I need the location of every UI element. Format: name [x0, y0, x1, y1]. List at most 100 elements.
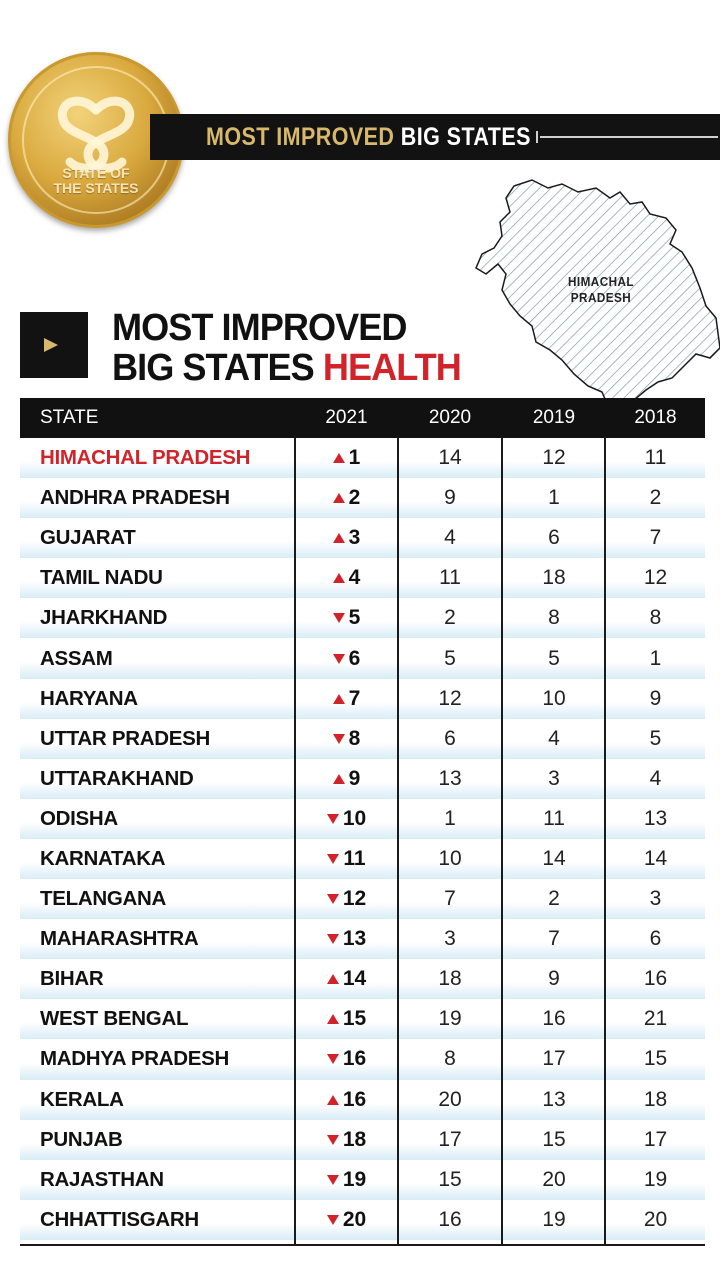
table-row: PUNJAB 18 17 15 17 [20, 1119, 705, 1160]
table-row: JHARKHAND 5 2 8 8 [20, 598, 705, 639]
state-name: ANDHRA PRADESH [40, 486, 230, 510]
rank-2020: 16 [438, 1207, 462, 1231]
rank-2020: 11 [439, 566, 461, 590]
rank-2018: 4 [649, 766, 662, 790]
rank-2019: 7 [548, 927, 560, 951]
rank-2021-cell: 5 [295, 598, 398, 638]
table-row: UTTAR PRADESH 8 6 4 5 [20, 718, 705, 759]
rank-2020: 12 [438, 686, 462, 710]
rank-2019: 17 [542, 1047, 566, 1071]
rank-2018: 11 [644, 446, 667, 470]
arrow-up-icon [326, 974, 339, 985]
column-divider [604, 436, 606, 1244]
rank-2021-cell: 9 [295, 759, 398, 799]
rank-2021: 8 [348, 726, 361, 750]
rank-2021: 5 [348, 606, 361, 630]
rank-2020: 10 [438, 846, 462, 870]
table-row: GUJARAT 3 4 6 7 [20, 518, 705, 559]
logo-text-line1: STATE OF [62, 165, 130, 181]
state-name: RAJASTHAN [40, 1167, 164, 1191]
rank-2020: 8 [444, 1047, 456, 1071]
rank-2021: 18 [342, 1127, 367, 1151]
rank-2018: 9 [649, 686, 662, 710]
rank-2019: 4 [548, 726, 560, 750]
state-name: PUNJAB [40, 1127, 123, 1151]
rank-2021: 7 [348, 686, 361, 710]
rank-2021-cell: 6 [295, 638, 398, 678]
rank-2021-cell: 3 [295, 518, 398, 558]
rank-2021: 11 [343, 846, 366, 870]
rank-2019: 2 [548, 887, 560, 911]
rank-2021: 13 [342, 927, 367, 951]
rank-2021: 9 [348, 766, 361, 790]
arrow-up-icon [332, 533, 345, 544]
rank-2018: 18 [643, 1087, 668, 1111]
rank-2018: 8 [649, 606, 662, 630]
rank-2018: 19 [643, 1167, 668, 1191]
rank-2019: 12 [542, 446, 566, 470]
rank-2021: 16 [342, 1087, 367, 1111]
state-name: KERALA [40, 1087, 124, 1111]
state-name: HIMACHAL PRADESH [40, 446, 251, 470]
rank-2020: 20 [438, 1087, 462, 1111]
rank-2020: 17 [438, 1127, 462, 1151]
rank-2019: 1 [548, 486, 560, 510]
state-name: TAMIL NADU [40, 566, 163, 590]
arrow-down-icon [326, 1054, 339, 1065]
rank-2021-cell: 7 [295, 679, 398, 719]
rank-2018: 6 [649, 927, 662, 951]
section-banner: MOST IMPROVED BIG STATES [150, 114, 720, 160]
logo-text-line2: THE STATES [53, 180, 139, 196]
rank-2021: 19 [342, 1167, 367, 1191]
arrow-down-icon [326, 1214, 339, 1225]
banner-title-gold: MOST IMPROVED [206, 123, 395, 151]
table-row: TAMIL NADU 4 11 18 12 [20, 558, 705, 599]
table-row: RAJASTHAN 19 15 20 19 [20, 1159, 705, 1200]
rank-2019: 14 [542, 846, 566, 870]
state-name: JHARKHAND [40, 606, 168, 630]
rank-2018: 2 [649, 486, 662, 510]
title-line2-black: BIG STATES [112, 347, 315, 389]
rank-2020: 15 [438, 1167, 462, 1191]
rank-2021-cell: 19 [295, 1160, 398, 1200]
arrow-down-icon [326, 934, 339, 945]
state-name: HARYANA [40, 686, 138, 710]
rank-2019: 13 [542, 1087, 566, 1111]
arrow-up-icon [332, 773, 345, 784]
header-2019: 2019 [532, 407, 576, 428]
rank-2021: 4 [348, 566, 361, 590]
arrow-down-icon [327, 853, 340, 864]
rank-2021: 6 [348, 646, 361, 670]
rank-2018: 14 [643, 846, 668, 870]
rank-2021: 1 [348, 446, 361, 470]
state-name: MADHYA PRADESH [40, 1047, 230, 1071]
rank-2021-cell: 8 [295, 719, 398, 759]
state-name: BIHAR [40, 967, 104, 991]
table-header: STATE 2021 2020 2019 2018 [20, 398, 705, 438]
rank-2021-cell: 16 [295, 1080, 398, 1120]
column-divider [294, 436, 296, 1244]
table-row: MAHARASHTRA 13 3 7 6 [20, 919, 705, 960]
rank-2020: 19 [438, 1007, 462, 1031]
header-2018: 2018 [634, 407, 677, 428]
rank-2019: 5 [548, 646, 560, 670]
state-name: UTTARAKHAND [40, 766, 194, 790]
table-row: HIMACHAL PRADESH 1 14 12 11 [20, 438, 705, 479]
rank-2021-cell: 2 [295, 478, 398, 518]
rank-2019: 3 [548, 766, 560, 790]
table-row: CHHATTISGARH 20 16 19 20 [20, 1199, 705, 1240]
state-name: KARNATAKA [40, 846, 166, 870]
rank-2021: 16 [342, 1047, 367, 1071]
table-row: ANDHRA PRADESH 2 9 1 2 [20, 478, 705, 519]
state-name: ODISHA [40, 806, 118, 830]
rank-2021: 14 [342, 967, 367, 991]
state-name: ASSAM [40, 646, 113, 670]
rank-2018: 12 [643, 566, 668, 590]
state-name: WEST BENGAL [40, 1007, 189, 1031]
rank-2021-cell: 13 [295, 919, 398, 959]
rank-2020: 6 [444, 726, 456, 750]
state-name: GUJARAT [40, 526, 136, 550]
arrow-down-icon [332, 613, 345, 624]
table-row: KARNATAKA 11 10 14 14 [20, 838, 705, 880]
table-row: BIHAR 14 18 9 16 [20, 959, 705, 1000]
